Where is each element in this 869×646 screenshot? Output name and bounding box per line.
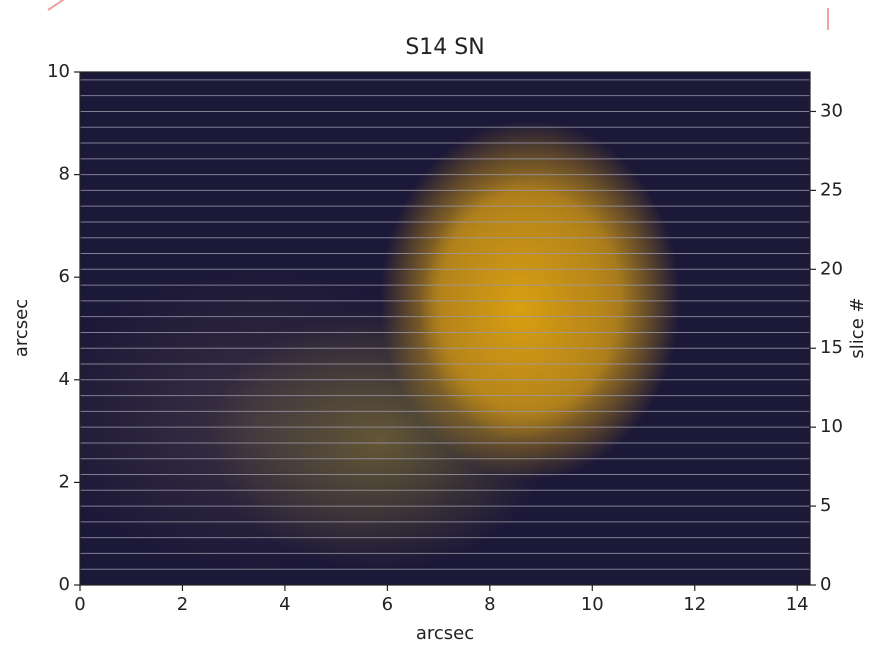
x-tick-label: 0 — [74, 594, 85, 615]
y-tick-label: 4 — [59, 369, 70, 390]
image-core — [420, 180, 620, 440]
x-tick-label: 2 — [177, 594, 188, 615]
x-tick-label: 14 — [786, 594, 809, 615]
y-tick-label: 0 — [59, 574, 70, 595]
y-tick-label: 8 — [59, 164, 70, 185]
image — [80, 72, 810, 585]
y-tick-label: 2 — [59, 471, 70, 492]
x-tick-label: 6 — [382, 594, 393, 615]
y2-tick-label: 15 — [820, 337, 843, 358]
y2-tick-label: 5 — [820, 495, 831, 516]
y2-tick-label: 25 — [820, 179, 843, 200]
x-axis-label: arcsec — [416, 623, 474, 644]
y-tick-label: 6 — [59, 266, 70, 287]
decoration — [47, 0, 65, 11]
y2-tick-label: 30 — [820, 100, 843, 121]
x-tick-label: 4 — [279, 594, 290, 615]
y2-tick-label: 10 — [820, 416, 843, 437]
x-tick-label: 10 — [581, 594, 604, 615]
y-axis-label: arcsec — [11, 299, 32, 357]
plot-frame — [79, 71, 811, 586]
y2-axis-label: slice # — [847, 297, 868, 358]
x-tick-label: 12 — [683, 594, 706, 615]
y-tick-label: 10 — [47, 61, 70, 82]
y2-tick-label: 20 — [820, 258, 843, 279]
chart-title: S14 SN — [405, 35, 484, 60]
x-tick-label: 8 — [484, 594, 495, 615]
y2-tick-label: 0 — [820, 574, 831, 595]
